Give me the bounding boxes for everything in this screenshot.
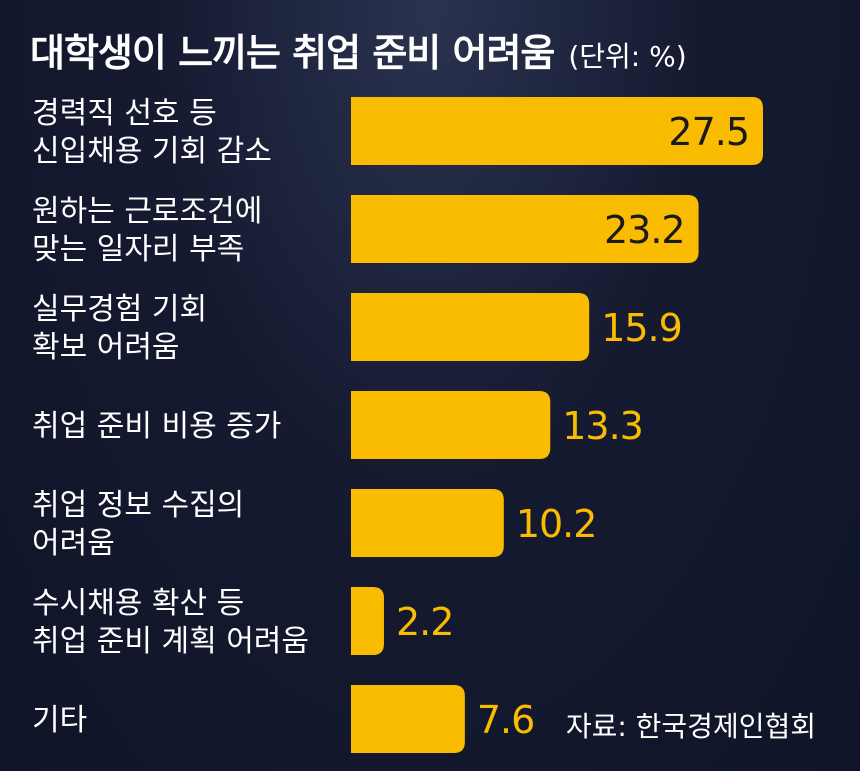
bar: [351, 587, 384, 655]
category-label: 확보 어려움: [32, 330, 180, 365]
category-label: 기타: [32, 703, 87, 738]
category-label: 수시채용 확산 등: [32, 586, 244, 621]
category-label: 신입채용 기회 감소: [32, 134, 272, 169]
value-label: 27.5: [668, 110, 749, 154]
category-label: 취업 준비 계획 어려움: [32, 624, 309, 659]
category-label: 취업 정보 수집의: [32, 488, 244, 523]
value-label: 2.2: [396, 600, 453, 644]
category-label: 경력직 선호 등: [32, 96, 217, 131]
value-label: 10.2: [516, 502, 597, 546]
source-note: 자료: 한국경제인협회: [565, 710, 816, 743]
value-label: 23.2: [604, 208, 685, 252]
bar: [351, 489, 504, 557]
category-label: 원하는 근로조건에: [32, 194, 262, 229]
category-label: 맞는 일자리 부족: [32, 232, 244, 267]
bar: [351, 195, 699, 263]
category-label: 어려움: [32, 526, 115, 561]
value-label: 13.3: [562, 404, 643, 448]
unit-label: (단위: %): [568, 40, 687, 73]
title-row: 대학생이 느끼는 취업 준비 어려움 (단위: %): [30, 22, 687, 77]
bar: [351, 391, 551, 459]
chart-title: 대학생이 느끼는 취업 준비 어려움: [30, 31, 555, 75]
value-label: 7.6: [477, 698, 534, 742]
bar: [351, 97, 763, 165]
bar: [351, 685, 465, 753]
bar: [351, 293, 590, 361]
category-label: 실무경험 기회: [32, 292, 207, 327]
category-label: 취업 준비 비용 증가: [32, 409, 281, 444]
value-label: 15.9: [601, 306, 682, 350]
